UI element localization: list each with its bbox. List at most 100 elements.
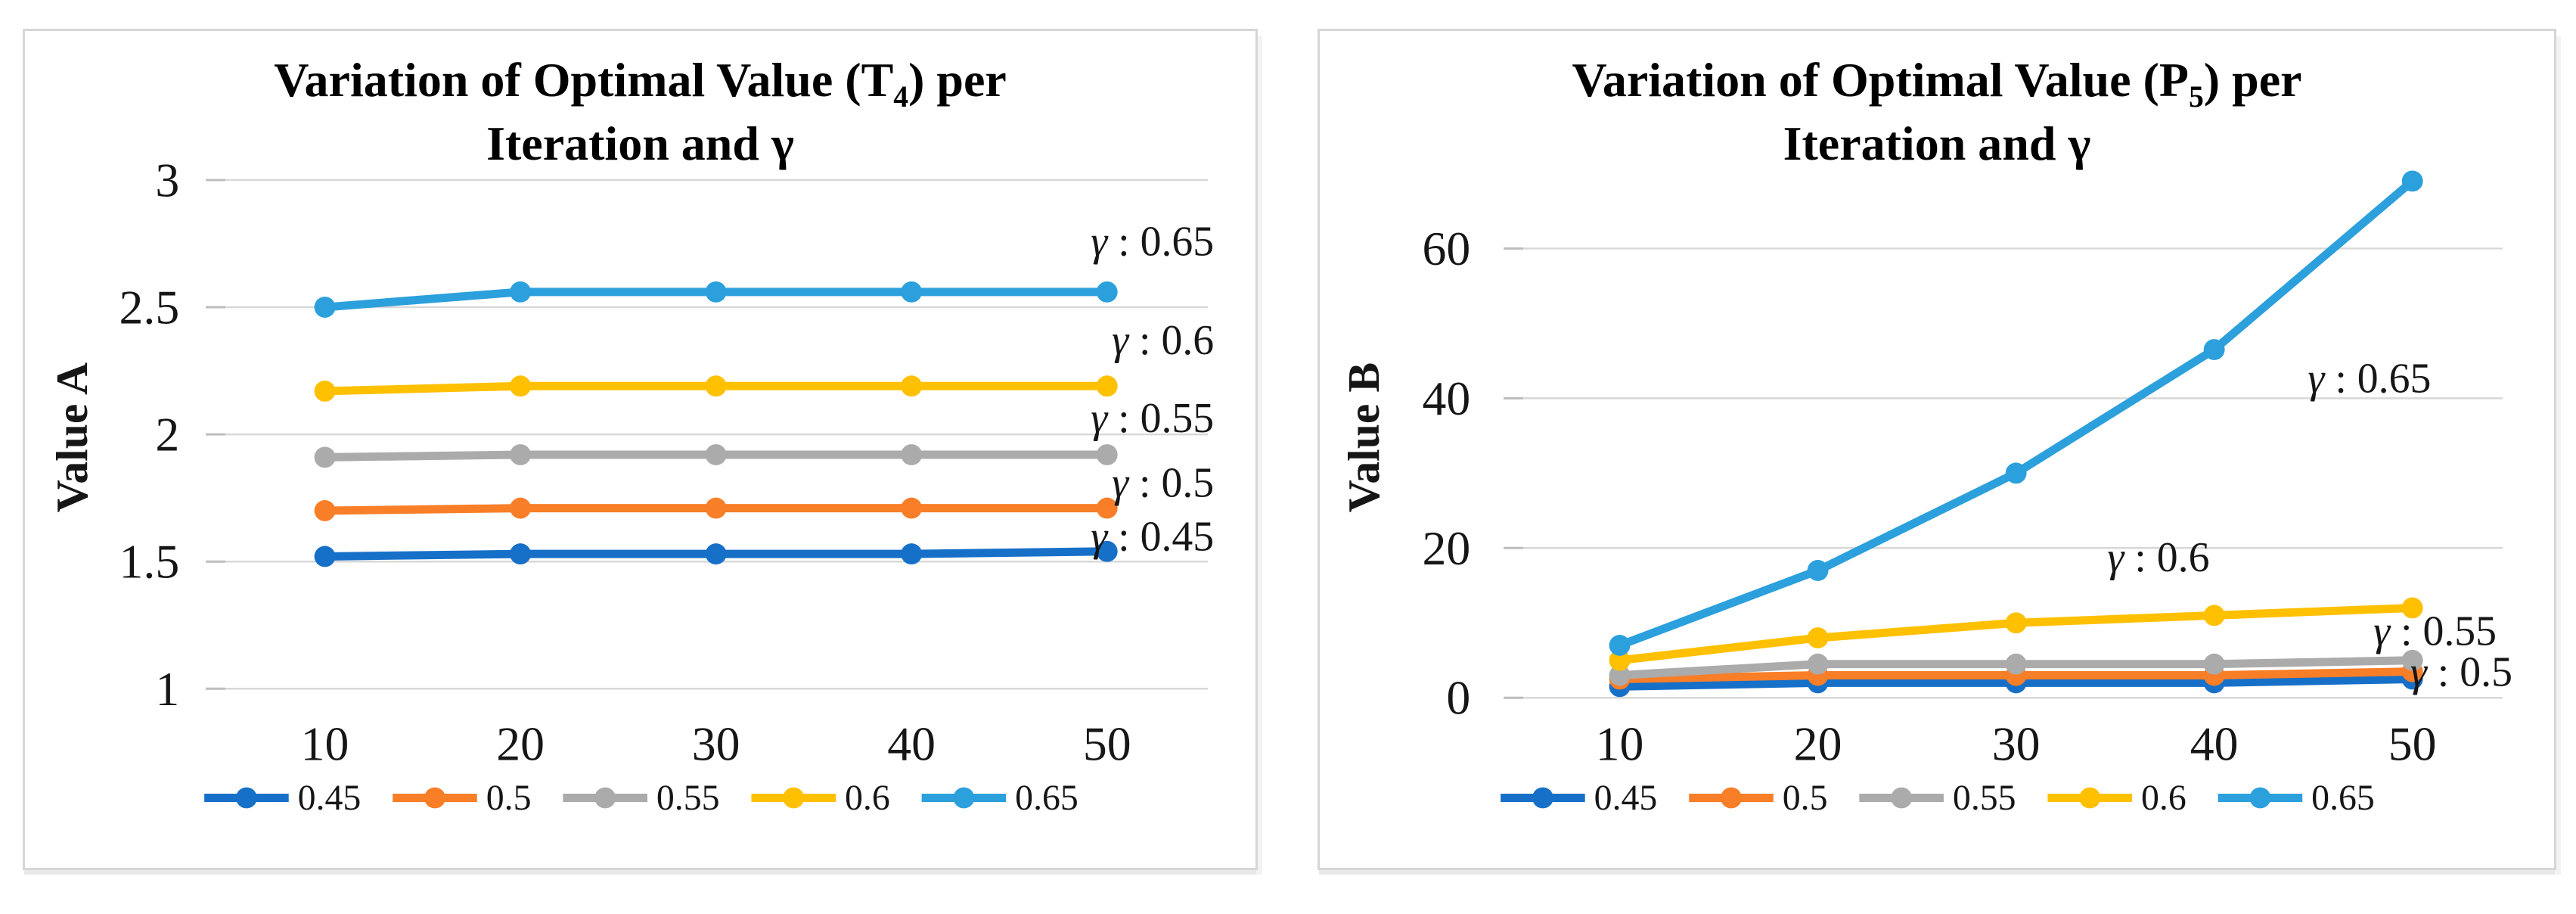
data-point-marker — [1096, 375, 1118, 397]
data-point-marker — [901, 281, 923, 303]
data-point-marker — [2005, 462, 2027, 484]
data-point-marker — [510, 375, 532, 397]
data-point-marker — [2401, 597, 2423, 619]
x-tick-label: 20 — [1794, 717, 1842, 770]
data-point-marker — [901, 444, 923, 465]
legend-item-0.6: 0.6 — [751, 778, 890, 818]
y-tick-label: 40 — [1423, 372, 1471, 425]
series-annotation: γ : 0.65 — [2308, 356, 2431, 403]
legend-marker-dot — [424, 787, 445, 809]
legend-item-0.55: 0.55 — [563, 778, 720, 818]
x-tick-label: 50 — [2388, 717, 2437, 770]
x-tick-label: 50 — [1083, 717, 1131, 770]
legend-label: 0.45 — [298, 778, 362, 818]
legend-item-0.5: 0.5 — [393, 778, 532, 818]
legend-marker-dot — [1891, 787, 1913, 809]
data-point-marker — [1096, 540, 1118, 562]
series-annotation: γ : 0.5 — [2410, 648, 2512, 695]
series-annotation: γ : 0.6 — [2107, 534, 2209, 581]
p5-chart-panel: Variation of Optimal Value (P5) per Iter… — [1317, 29, 2556, 870]
p5-chart-plot: 60 40 20 0 10 20 30 40 50 Value B γ : 0.65 γ : 0.6 γ… — [1339, 170, 2512, 818]
y-axis-title: Value A — [47, 362, 97, 512]
legend-label: 0.65 — [2311, 778, 2375, 818]
y-tick-label: 60 — [1423, 222, 1471, 275]
data-point-marker — [2203, 339, 2225, 360]
data-point-marker — [705, 543, 727, 565]
legend-label: 0.55 — [1953, 778, 2016, 818]
legend-marker-dot — [1532, 787, 1553, 809]
data-point-marker — [1807, 560, 1829, 581]
legend-item-0.65: 0.65 — [2218, 778, 2375, 818]
data-point-marker — [1807, 653, 1829, 675]
data-point-marker — [314, 500, 336, 521]
y-tick-label: 1 — [155, 662, 179, 716]
data-point-marker — [901, 497, 923, 519]
data-point-marker — [510, 281, 532, 303]
data-point-marker — [1609, 635, 1631, 656]
legend-marker-dot — [594, 787, 616, 809]
series-annotation: γ : 0.55 — [1091, 395, 1214, 442]
y-tick-label: 20 — [1423, 521, 1471, 575]
t4-chart-panel: Variation of Optimal Value (T4) per Iter… — [23, 29, 1258, 870]
data-point-marker — [901, 543, 923, 565]
data-point-marker — [314, 446, 336, 468]
data-point-marker — [901, 375, 923, 397]
y-tick-label: 0 — [1446, 671, 1470, 725]
data-point-marker — [705, 444, 727, 465]
series-annotation: γ : 0.45 — [1091, 513, 1214, 560]
legend-marker-dot — [953, 787, 975, 809]
legend-label: 0.5 — [486, 778, 532, 818]
data-point-marker — [510, 543, 532, 565]
series-line-0.65 — [1615, 176, 2417, 650]
x-tick-label: 10 — [1596, 717, 1644, 770]
data-point-marker — [314, 381, 336, 402]
data-point-marker — [314, 297, 336, 318]
data-point-marker — [1609, 649, 1631, 671]
y-tick-label: 2 — [155, 408, 179, 462]
legend-item-0.45: 0.45 — [204, 778, 361, 818]
data-point-marker — [705, 281, 727, 303]
x-tick-label: 40 — [887, 717, 936, 770]
data-point-marker — [1609, 664, 1631, 686]
series-annotation: γ : 0.6 — [1112, 317, 1214, 364]
t4-chart-plot: 3 2.5 2 1.5 1 10 20 30 40 50 Value A γ : 0.65 γ : 0.… — [47, 153, 1214, 818]
series-annotation: γ : 0.65 — [1091, 219, 1214, 266]
data-point-marker — [314, 546, 336, 567]
data-point-marker — [2005, 612, 2027, 634]
data-point-marker — [510, 444, 532, 465]
legend-label: 0.55 — [656, 778, 720, 818]
data-point-marker — [2203, 605, 2225, 626]
legend-item-0.6: 0.6 — [2047, 778, 2186, 818]
legend-marker-dot — [1721, 787, 1742, 809]
legend-item-0.45: 0.45 — [1501, 778, 1657, 818]
y-tick-label: 2.5 — [119, 281, 180, 334]
y-tick-label: 3 — [155, 153, 179, 207]
series-annotation: γ : 0.55 — [2373, 608, 2497, 655]
data-point-marker — [2203, 653, 2225, 675]
data-point-marker — [2005, 653, 2027, 675]
legend-label: 0.6 — [845, 778, 890, 818]
data-point-marker — [1096, 497, 1118, 519]
x-tick-label: 40 — [2190, 717, 2239, 770]
legend-label: 0.5 — [1783, 778, 1828, 818]
chart-legend: 0.45 0.5 0.55 0.6 0.65 — [204, 778, 1079, 818]
data-point-marker — [705, 375, 727, 397]
legend-marker-dot — [235, 787, 257, 809]
legend-item-0.55: 0.55 — [1859, 778, 2016, 818]
x-tick-label: 30 — [692, 717, 740, 770]
x-tick-label: 20 — [496, 717, 545, 770]
chart-legend: 0.45 0.5 0.55 0.6 0.65 — [1501, 778, 2375, 818]
data-point-marker — [1096, 444, 1118, 465]
legend-label: 0.6 — [2141, 778, 2186, 818]
y-axis-title: Value B — [1339, 362, 1389, 512]
x-tick-label: 10 — [301, 717, 349, 770]
legend-marker-dot — [783, 787, 805, 809]
x-tick-label: 30 — [1992, 717, 2041, 770]
legend-marker-dot — [2249, 787, 2271, 809]
data-point-marker — [705, 497, 727, 519]
data-point-marker — [1807, 627, 1829, 648]
data-point-marker — [2401, 649, 2423, 671]
series-annotation: γ : 0.5 — [1112, 460, 1214, 507]
legend-label: 0.65 — [1015, 778, 1079, 818]
